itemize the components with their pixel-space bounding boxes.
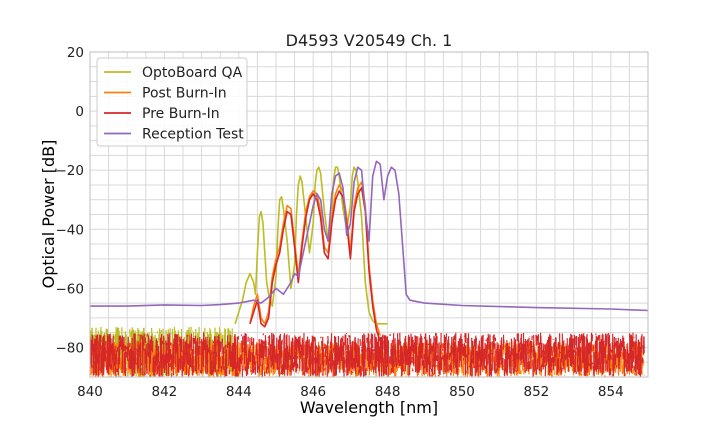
plot-area	[90, 160, 648, 377]
chart-title: D4593 V20549 Ch. 1	[286, 31, 453, 50]
legend-label-optoboard-qa: OptoBoard QA	[142, 65, 243, 81]
y-tick-label: 0	[75, 104, 84, 120]
legend: OptoBoard QA Post Burn-In Pre Burn-In Recep…	[96, 57, 248, 147]
legend-label-post-burn-in: Post Burn-In	[142, 86, 227, 102]
y-tick-label: 20	[67, 45, 84, 61]
x-tick-label: 842	[152, 384, 178, 400]
y-tick-label: −80	[56, 340, 85, 356]
plot-frame	[89, 51, 649, 378]
axis-ticks: 840 842 844 846 848 850 852 854 20 0 −20 −40 −60 −80	[56, 45, 624, 400]
x-tick-label: 844	[226, 384, 252, 400]
x-tick-label: 850	[449, 384, 475, 400]
y-tick-label: −60	[56, 281, 85, 297]
x-tick-label: 840	[77, 384, 103, 400]
x-tick-label: 854	[598, 384, 624, 400]
legend-label-reception-test: Reception Test	[142, 127, 244, 143]
y-tick-label: −20	[56, 163, 85, 179]
x-tick-label: 848	[375, 384, 401, 400]
reception-test-series-line	[90, 160, 648, 312]
legend-box	[96, 57, 248, 147]
legend-label-pre-burn-in: Pre Burn-In	[142, 106, 220, 122]
x-tick-label: 846	[300, 384, 326, 400]
x-tick-label: 852	[524, 384, 550, 400]
x-axis-label: Wavelength [nm]	[300, 398, 438, 417]
pre-burn-in-series-line	[249, 187, 381, 342]
y-axis-label: Optical Power [dB]	[39, 140, 58, 289]
y-tick-label: −40	[56, 222, 85, 238]
